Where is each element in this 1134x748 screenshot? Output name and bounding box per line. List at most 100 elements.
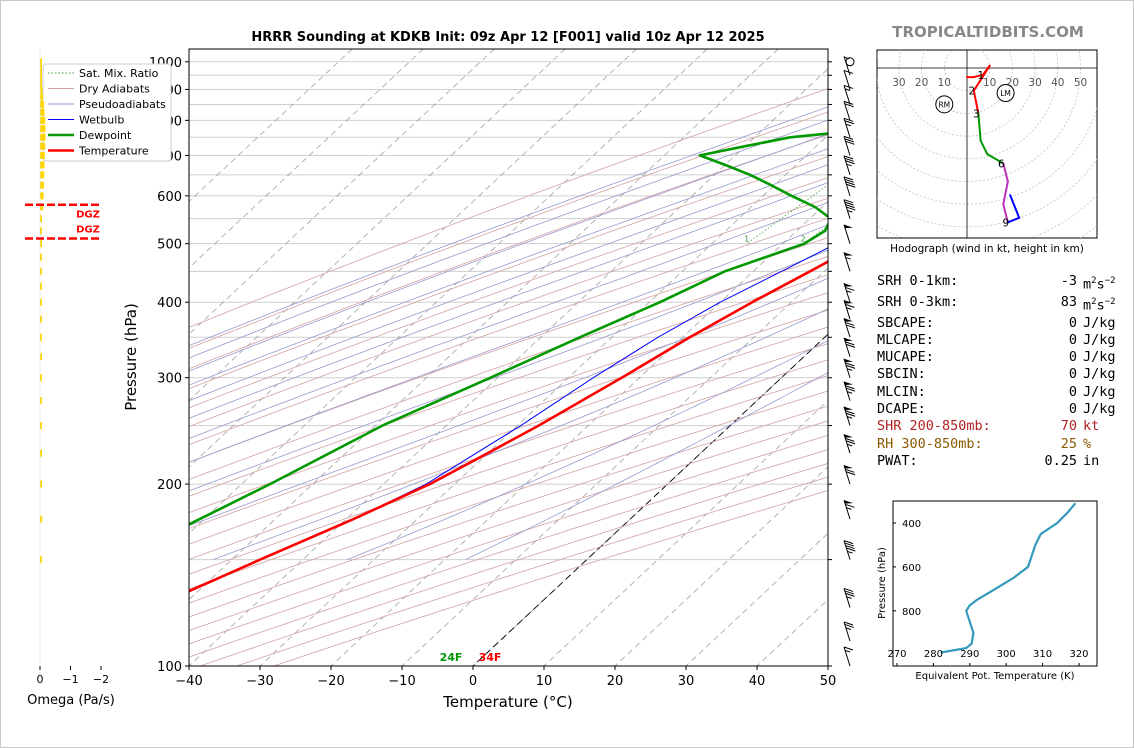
parameter-label: SBCAPE:: [877, 314, 934, 331]
parameter-unit-base: J/kg: [1083, 366, 1116, 383]
barb-flag: [844, 358, 853, 363]
dry-adiabat-line: [189, 111, 828, 349]
temperature-profile: [189, 260, 828, 593]
barb-full: [845, 440, 856, 445]
isotherm-line: [189, 49, 495, 335]
parameter-label: SHR 200-850mb:: [877, 418, 991, 435]
dry-adiabat-line: [189, 217, 828, 446]
parameter-unit-tail: s: [1096, 276, 1105, 293]
parameter-unit: J/kg: [1077, 366, 1116, 383]
barb-full: [843, 176, 854, 181]
barb-flag: [844, 283, 853, 287]
dry-adiabat-line: [189, 405, 828, 618]
wind-barb: [843, 135, 855, 156]
wind-barb: [843, 224, 853, 244]
parameter-unit: in: [1077, 453, 1099, 470]
storm-motion-lm-marker: [996, 83, 1015, 102]
barb-full: [844, 590, 854, 595]
omega-bar: [40, 203, 44, 211]
barb-half: [847, 391, 853, 394]
barb-flag: [844, 318, 853, 322]
barb-half: [844, 56, 850, 60]
barb-staff: [843, 540, 851, 560]
legend-wetbulb-label: Wetbulb: [79, 114, 124, 127]
theta-e-x-tick-label: 300: [997, 649, 1016, 660]
dry-adiabat-line: [189, 197, 828, 428]
omega-bar: [40, 142, 46, 150]
omega-bar: [40, 116, 46, 124]
hodograph-ring-label: 30: [892, 77, 905, 89]
barb-staff: [843, 588, 851, 608]
mixing-ratio-line: [746, 184, 828, 245]
barb-full: [845, 385, 855, 390]
dry-adiabat-line: [189, 256, 828, 480]
parameter-value: 0: [1068, 331, 1077, 348]
barb-staff: [843, 85, 851, 105]
legend-pseudoadiabats-label: Pseudoadiabats: [79, 98, 166, 111]
wind-barb: [845, 57, 855, 67]
barb-half: [847, 550, 853, 554]
mixing-ratio-label: 1: [744, 235, 749, 244]
omega-bar: [40, 100, 44, 108]
barb-full: [843, 646, 854, 651]
x-tick-label: −20: [317, 674, 344, 689]
omega-bar: [40, 253, 42, 261]
wind-barb: [843, 434, 856, 454]
hodograph-trace: [972, 89, 980, 115]
wind-barb: [843, 540, 856, 560]
hodograph-height-label: 6: [998, 158, 1005, 170]
wind-barb: [843, 300, 855, 320]
parameter-value: 70: [1060, 418, 1077, 435]
barb-full: [845, 160, 855, 165]
parameter-unit-base: in: [1083, 452, 1100, 469]
hodograph-ring-label: 40: [1051, 77, 1064, 89]
parameter-value: 0: [1068, 383, 1077, 400]
parameter-unit: kt: [1077, 418, 1099, 435]
parameter-row: SHR 200-850mb: 70 kt: [877, 418, 1116, 435]
hodograph-ring-label: 20: [915, 77, 928, 89]
wind-barb: [843, 358, 856, 378]
isotherm-line: [189, 49, 637, 468]
parameter-unit: J/kg: [1077, 349, 1116, 366]
moist-adiabat-line: [189, 119, 828, 359]
parameter-value: 0.25: [1044, 452, 1077, 469]
x-tick-label: 50: [820, 674, 837, 689]
y-axis-label: Pressure (hPa): [122, 303, 140, 411]
parameter-unit: J/kg: [1077, 315, 1116, 332]
barb-full: [845, 181, 855, 186]
barb-half: [844, 88, 851, 91]
omega-x-tick-label: 0: [37, 673, 44, 686]
barb-staff: [843, 646, 851, 667]
barb-half: [845, 256, 851, 260]
moist-adiabat-line: [189, 106, 828, 347]
parameter-value: -3: [1060, 273, 1077, 289]
wind-barb: [843, 646, 854, 667]
storm-motion-rm-label: RM: [938, 100, 950, 109]
x-tick-label: 30: [678, 674, 695, 689]
omega-bar: [40, 374, 42, 382]
omega-bar: [40, 64, 42, 72]
barb-full: [846, 206, 856, 211]
barb-staff: [843, 101, 851, 121]
omega-bar: [40, 240, 42, 248]
barb-flag: [844, 252, 853, 256]
moist-adiabat-line: [189, 133, 828, 372]
parameter-row: DCAPE: 0 J/kg: [877, 401, 1116, 418]
barb-staff: [843, 252, 851, 272]
omega-bar: [40, 267, 42, 275]
dry-adiabat-line: [189, 177, 828, 409]
hodograph-height-label: 3: [973, 108, 980, 120]
hodograph-trace: [979, 139, 989, 156]
barb-full: [843, 135, 854, 140]
wind-barb: [843, 155, 855, 175]
parameter-row: MLCIN: 0 J/kg: [877, 384, 1116, 401]
moist-adiabat-line: [213, 308, 828, 560]
wind-barb: [843, 117, 854, 138]
barb-half: [846, 290, 852, 293]
parameter-row: MLCAPE: 0 J/kg: [877, 332, 1116, 349]
storm-motion-lm-label: LM: [1000, 89, 1011, 98]
wind-barb: [843, 84, 854, 105]
theta-e-profile: [940, 502, 1077, 654]
moist-adiabat-line: [189, 164, 828, 402]
omega-bar: [40, 171, 45, 179]
